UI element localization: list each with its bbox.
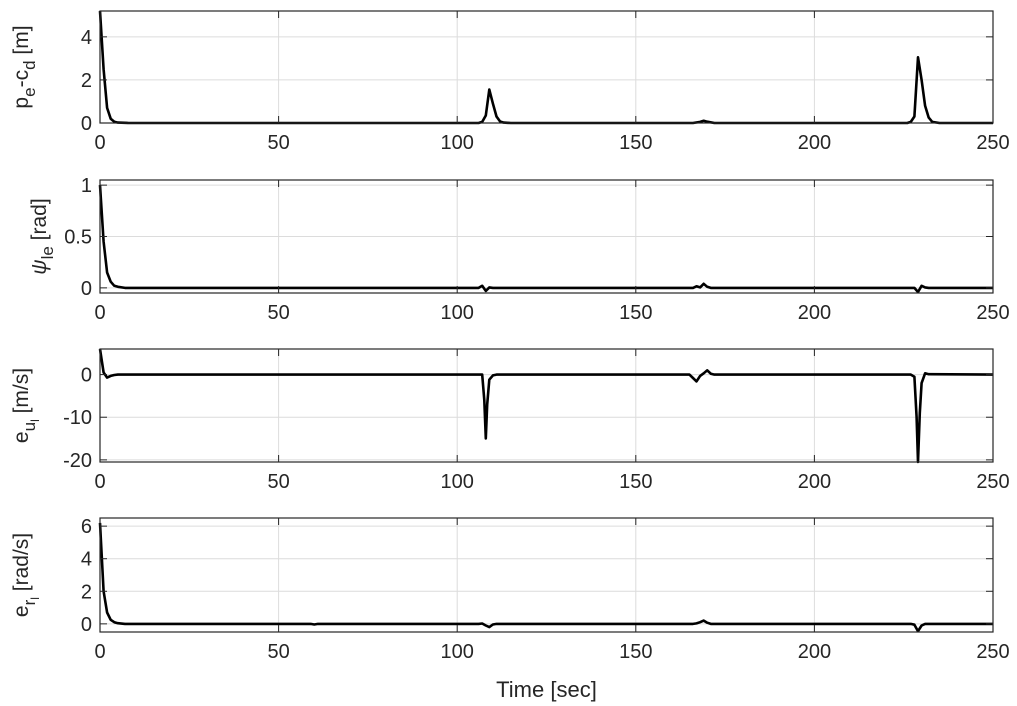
y-tick-label: -20 [63,450,92,472]
y-axis-label-part: ψ [28,259,51,274]
x-axis-label: Time [sec] [496,677,597,702]
axes-frame [99,348,994,463]
x-tick-label: 200 [798,302,831,324]
x-tick-label: 150 [619,132,652,154]
plot-area [100,349,993,462]
y-tick-label: 0 [81,113,92,135]
y-tick-label: 4 [81,27,92,49]
x-tick-label: 50 [267,641,289,663]
y-axis-label: ψle [rad] [28,198,57,274]
x-tick-label: 250 [976,132,1009,154]
axes-frame [99,10,994,124]
axes-frame [99,517,994,633]
x-tick-label: 250 [976,471,1009,493]
y-axis-label-part: p [10,97,33,109]
y-tick-label: 0 [81,278,92,300]
y-axis-label-part: e [10,431,33,443]
x-tick-label: 0 [94,132,105,154]
x-tick-label: 50 [267,471,289,493]
y-axis-label-part: [m] [10,25,33,60]
x-tick-label: 50 [267,132,289,154]
y-axis-label-part: [rad] [28,198,51,246]
x-tick-label: 100 [441,641,474,663]
y-axis-label-part: l [28,597,42,600]
x-tick-label: 250 [976,302,1009,324]
x-tick-label: 100 [441,132,474,154]
series-line-1 [98,522,993,633]
y-axis-label-part: r [20,599,39,605]
y-tick-label: 4 [81,549,92,571]
y-tick-label: 0.5 [64,227,92,249]
y-axis-label-part: u [20,422,39,431]
y-axis-label-part: e [20,87,39,96]
y-axis-label-part: -c [10,70,33,88]
y-tick-label: 2 [81,70,92,92]
x-tick-label: 200 [798,471,831,493]
x-tick-label: 0 [94,641,105,663]
y-axis-label: erl [rad/s] [10,533,42,617]
x-tick-label: 100 [441,471,474,493]
plot-area [100,518,993,632]
y-tick-label: 0 [81,614,92,636]
x-tick-label: 200 [798,641,831,663]
y-axis-label: pe-cd [m] [10,25,39,108]
x-tick-label: 100 [441,302,474,324]
series-line-1 [98,348,994,464]
plot-area [100,11,993,123]
y-axis-label-part: l [28,419,42,422]
y-tick-label: 6 [81,516,92,538]
y-axis-label-part: [m/s] [10,368,33,419]
subplot-1: 0 50 100 150 200 250 0 2 4 pe-cd [m] [10,10,1010,154]
series-line-1 [98,185,993,294]
y-axis-label-part: [rad/s] [10,533,33,597]
y-axis-label-part: d [20,60,39,69]
y-axis-label-part: le [38,246,57,259]
x-tick-label: 250 [976,641,1009,663]
x-tick-label: 150 [619,471,652,493]
y-tick-label: 1 [81,175,92,197]
x-tick-label: 200 [798,132,831,154]
y-tick-label: 2 [81,581,92,603]
y-axis-label: eul [m/s] [10,368,42,443]
subplot-4: 0 50 100 150 200 250 0 2 4 6 erl [rad/s] Time [sec] [10,516,1010,702]
subplot-3: 0 50 100 150 200 250 0 -10 -20 eul [m/s] [10,348,1010,493]
x-tick-label: 150 [619,641,652,663]
y-tick-label: 0 [81,365,92,387]
x-tick-label: 150 [619,302,652,324]
x-tick-label: 0 [94,302,105,324]
y-tick-label: -10 [63,407,92,429]
x-tick-label: 50 [267,302,289,324]
x-tick-label: 0 [94,471,105,493]
subplot-2: 0 50 100 150 200 250 0 0.5 1 ψle [rad] [28,175,1010,324]
y-axis-label-part: e [10,605,33,617]
